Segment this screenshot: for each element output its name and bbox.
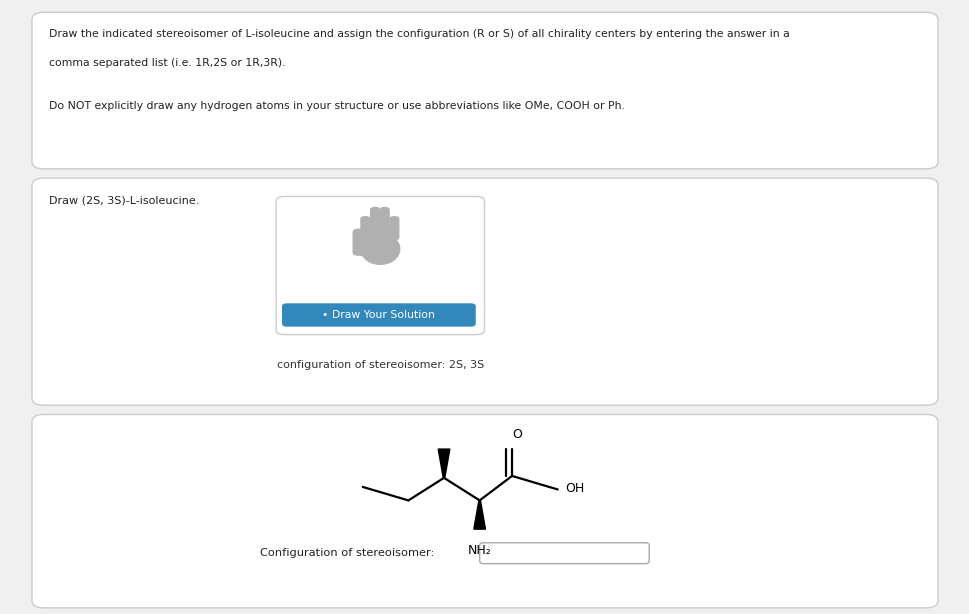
FancyBboxPatch shape xyxy=(390,217,399,239)
FancyBboxPatch shape xyxy=(32,178,938,405)
Text: NH₂: NH₂ xyxy=(468,545,491,558)
Text: configuration of stereoisomer: 2S, 3S: configuration of stereoisomer: 2S, 3S xyxy=(277,360,484,370)
FancyBboxPatch shape xyxy=(32,414,938,608)
Text: O: O xyxy=(512,429,522,441)
FancyBboxPatch shape xyxy=(360,217,369,239)
FancyBboxPatch shape xyxy=(32,12,938,169)
FancyBboxPatch shape xyxy=(353,229,366,255)
Polygon shape xyxy=(438,449,450,478)
FancyBboxPatch shape xyxy=(370,208,379,239)
Text: Draw the indicated stereoisomer of L-isoleucine and assign the configuration (R : Draw the indicated stereoisomer of L-iso… xyxy=(49,29,790,39)
FancyBboxPatch shape xyxy=(480,543,649,564)
Polygon shape xyxy=(474,500,485,529)
Text: Configuration of stereoisomer:: Configuration of stereoisomer: xyxy=(260,548,434,558)
Ellipse shape xyxy=(360,233,399,264)
FancyBboxPatch shape xyxy=(380,208,389,239)
FancyBboxPatch shape xyxy=(282,303,476,327)
Text: Do NOT explicitly draw any hydrogen atoms in your structure or use abbreviations: Do NOT explicitly draw any hydrogen atom… xyxy=(49,101,625,111)
Text: Draw (2S, 3S)-L-isoleucine.: Draw (2S, 3S)-L-isoleucine. xyxy=(49,195,200,205)
Text: • Draw Your Solution: • Draw Your Solution xyxy=(323,310,435,320)
FancyBboxPatch shape xyxy=(276,196,484,335)
Text: comma separated list (i.e. 1R,2S or 1R,3R).: comma separated list (i.e. 1R,2S or 1R,3… xyxy=(49,58,286,68)
Text: OH: OH xyxy=(566,482,584,495)
